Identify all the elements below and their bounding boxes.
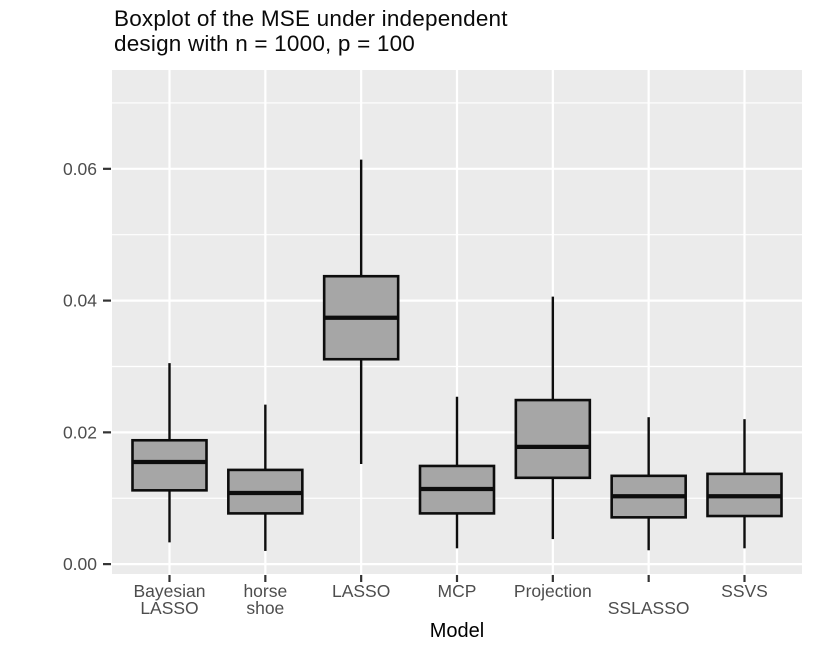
y-tick-label-0.04: 0.04	[63, 291, 97, 311]
x-axis-title: Model	[429, 620, 485, 642]
x-tick-label-horse-shoe-line2: shoe	[246, 598, 284, 618]
chart-title: Boxplot of the MSE under independent des…	[114, 6, 508, 56]
x-tick-label-bayesian-lasso-line1: Bayesian	[134, 581, 206, 601]
iqr-box-projection	[514, 398, 592, 480]
x-tick-label-projection: Projection	[514, 581, 592, 601]
x-tick-label-ssvs: SSVS	[721, 581, 768, 601]
chart-title-line2: design with n = 1000, p = 100	[114, 31, 416, 56]
x-tick-label-horse-shoe-line1: horse	[243, 581, 287, 601]
y-tick-label-0.02: 0.02	[63, 422, 97, 442]
y-tick-label-0.06: 0.06	[63, 159, 97, 179]
chart-title-line1: Boxplot of the MSE under independent	[114, 6, 508, 31]
x-tick-label-sslasso: SSLASSO	[608, 598, 690, 618]
x-tick-label-lasso: LASSO	[332, 581, 390, 601]
iqr-box-bayesian-lasso	[131, 438, 208, 492]
x-tick-label-mcp: MCP	[438, 581, 477, 601]
x-tick-label-bayesian-lasso-line2: LASSO	[140, 598, 198, 618]
y-tick-label-0.00: 0.00	[63, 554, 97, 574]
